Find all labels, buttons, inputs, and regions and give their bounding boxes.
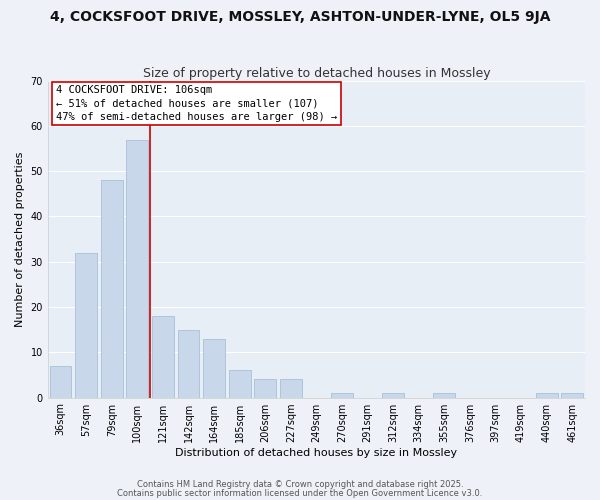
Bar	[433, 393, 455, 398]
Text: 4, COCKSFOOT DRIVE, MOSSLEY, ASHTON-UNDER-LYNE, OL5 9JA: 4, COCKSFOOT DRIVE, MOSSLEY, ASHTON-UNDE…	[50, 10, 550, 24]
Bar	[50, 366, 71, 398]
Bar	[229, 370, 251, 398]
Bar	[254, 380, 276, 398]
Bar	[127, 140, 148, 398]
Bar	[536, 393, 557, 398]
Text: Contains public sector information licensed under the Open Government Licence v3: Contains public sector information licen…	[118, 489, 482, 498]
Y-axis label: Number of detached properties: Number of detached properties	[15, 152, 25, 327]
Title: Size of property relative to detached houses in Mossley: Size of property relative to detached ho…	[143, 66, 490, 80]
X-axis label: Distribution of detached houses by size in Mossley: Distribution of detached houses by size …	[175, 448, 457, 458]
Text: Contains HM Land Registry data © Crown copyright and database right 2025.: Contains HM Land Registry data © Crown c…	[137, 480, 463, 489]
Bar	[562, 393, 583, 398]
Bar	[382, 393, 404, 398]
Bar	[280, 380, 302, 398]
Bar	[75, 252, 97, 398]
Bar	[178, 330, 199, 398]
Text: 4 COCKSFOOT DRIVE: 106sqm
← 51% of detached houses are smaller (107)
47% of semi: 4 COCKSFOOT DRIVE: 106sqm ← 51% of detac…	[56, 86, 337, 122]
Bar	[101, 180, 122, 398]
Bar	[152, 316, 174, 398]
Bar	[331, 393, 353, 398]
Bar	[203, 338, 225, 398]
